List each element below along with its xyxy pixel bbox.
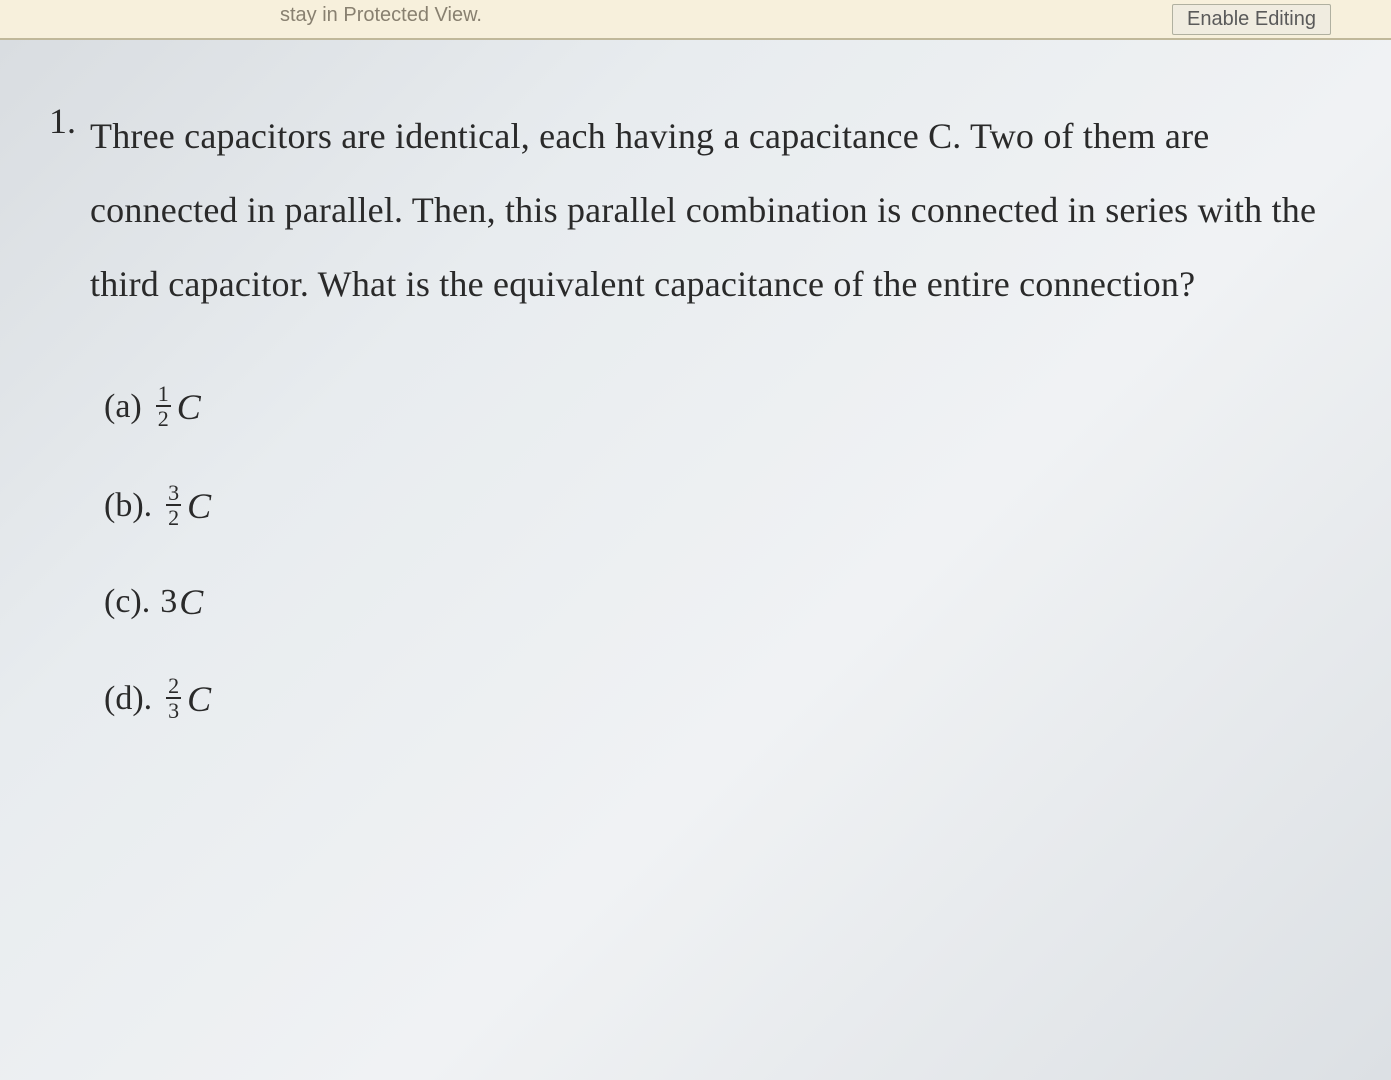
numerator: 2 (166, 675, 181, 697)
question-block: 1. Three capacitors are identical, each … (0, 100, 1351, 321)
variable: C (177, 386, 201, 428)
fraction: 1 2 (156, 383, 171, 430)
option-a: (a) 1 2 C (104, 383, 1351, 430)
option-label: (c). (104, 583, 150, 621)
numerator: 1 (156, 383, 171, 405)
coefficient: 3 (160, 583, 177, 621)
denominator: 2 (166, 504, 181, 529)
protected-view-bar: stay in Protected View. Enable Editing (0, 0, 1391, 40)
option-label: (b). (104, 487, 152, 525)
question-text: Three capacitors are identical, each hav… (90, 100, 1351, 321)
option-b: (b). 3 2 C (104, 482, 1351, 529)
option-label: (a) (104, 388, 142, 426)
option-d: (d). 2 3 C (104, 675, 1351, 722)
variable: C (179, 581, 203, 623)
fraction: 3 2 (166, 482, 181, 529)
numerator: 3 (166, 482, 181, 504)
document-page: 1. Three capacitors are identical, each … (0, 100, 1351, 774)
protected-view-text: stay in Protected View. (280, 4, 482, 27)
denominator: 3 (166, 697, 181, 722)
enable-editing-button[interactable]: Enable Editing (1172, 4, 1331, 35)
question-number: 1. (0, 100, 90, 142)
denominator: 2 (156, 405, 171, 430)
option-label: (d). (104, 680, 152, 718)
variable: C (187, 485, 211, 527)
fraction: 2 3 (166, 675, 181, 722)
options-list: (a) 1 2 C (b). 3 2 C (c). 3C (d). 2 3 (104, 383, 1351, 722)
option-c: (c). 3C (104, 581, 1351, 623)
variable: C (187, 678, 211, 720)
